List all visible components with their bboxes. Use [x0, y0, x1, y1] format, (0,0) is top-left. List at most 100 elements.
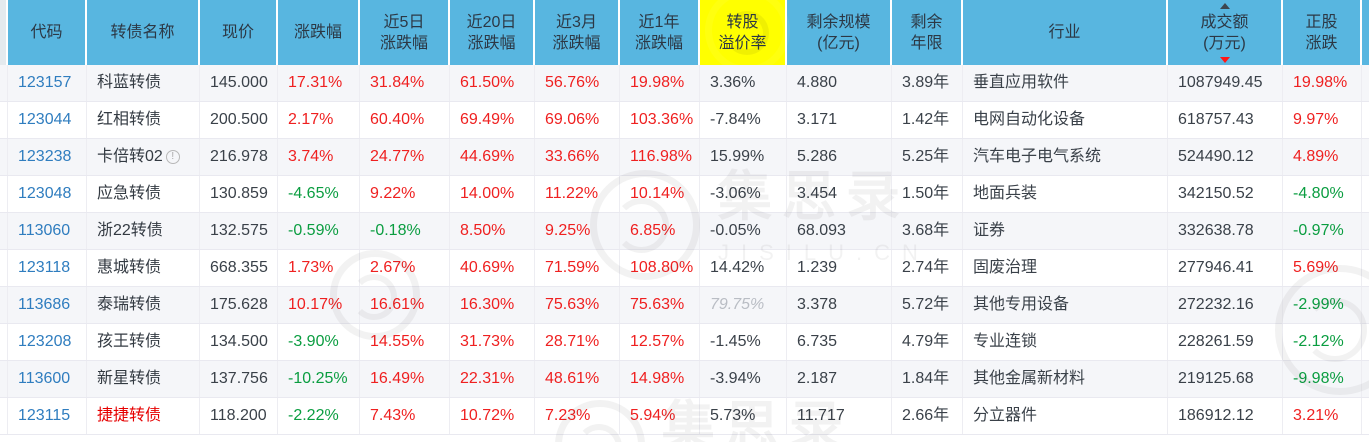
cell-turnover: 219125.68: [1168, 361, 1283, 397]
cell-premium: 15.99%: [700, 139, 787, 175]
cell-stockchg: -0.97%: [1283, 213, 1362, 249]
cell-chg1y: 116.98%: [620, 139, 700, 175]
info-icon[interactable]: !: [165, 150, 180, 164]
bond-code-link[interactable]: 123044: [18, 111, 72, 128]
col-header-turnover[interactable]: 成交额 (万元): [1168, 0, 1283, 65]
col-header-label: 代码: [30, 24, 63, 41]
col-header-label: (亿元): [817, 34, 860, 52]
bond-code-link[interactable]: 113686: [18, 296, 71, 313]
row-edge-sliver: [1362, 176, 1369, 212]
cell-industry: 分立器件: [963, 398, 1168, 434]
bond-name-link[interactable]: 惠城转债: [97, 259, 162, 276]
bond-code-link[interactable]: 123208: [18, 333, 72, 350]
cell-size: 3.454: [787, 176, 892, 212]
cell-name: 卡倍转02!: [87, 139, 200, 175]
col-header-chg20[interactable]: 近20日 涨跌幅: [450, 0, 535, 65]
cell-years: 3.68年: [892, 213, 963, 249]
cell-turnover: 524490.12: [1168, 139, 1283, 175]
cell-turnover: 332638.78: [1168, 213, 1283, 249]
col-header-label: 剩余: [910, 13, 943, 31]
cell-years: 1.42年: [892, 102, 963, 138]
col-header-chg5[interactable]: 近5日 涨跌幅: [360, 0, 450, 65]
cell-size: 1.239: [787, 250, 892, 286]
bond-row: 113686 泰瑞转债 175.628 10.17% 16.61% 16.30% 75.63…: [0, 287, 1369, 324]
cell-size: 3.378: [787, 287, 892, 323]
cell-stockchg: -2.99%: [1283, 287, 1362, 323]
cell-price: 137.756: [200, 361, 278, 397]
bond-code-link[interactable]: 123115: [18, 407, 71, 424]
bond-code-link[interactable]: 123048: [18, 185, 72, 202]
cell-chg5: 16.61%: [360, 287, 450, 323]
cell-chg: 10.17%: [278, 287, 360, 323]
bond-code-link[interactable]: 113600: [18, 370, 71, 387]
bond-name-link[interactable]: 捷捷转债: [97, 407, 162, 424]
cell-turnover: 1087949.45: [1168, 65, 1283, 101]
cell-premium: 79.75%: [700, 287, 787, 323]
cell-price: 134.500: [200, 324, 278, 360]
col-header-label: 近20日: [466, 13, 517, 31]
cell-premium: 5.73%: [700, 398, 787, 434]
bond-name-link[interactable]: 卡倍转02: [97, 148, 163, 165]
cell-years: 3.89年: [892, 65, 963, 101]
bond-code-link[interactable]: 113060: [18, 222, 71, 239]
cell-chg20: 16.30%: [450, 287, 535, 323]
row-edge-sliver: [1362, 102, 1369, 138]
cell-chg1y: 14.98%: [620, 361, 700, 397]
cell-years: 5.72年: [892, 287, 963, 323]
cell-name: 孩王转债: [87, 324, 200, 360]
cell-chg20: 14.00%: [450, 176, 535, 212]
bond-name-link[interactable]: 科蓝转债: [97, 74, 162, 91]
bond-row: 123044 红相转债 200.500 2.17% 60.40% 69.49% 69.06%…: [0, 102, 1369, 139]
cell-chg: -3.90%: [278, 324, 360, 360]
cell-code: 113060: [8, 213, 87, 249]
col-header-label: 溢价率: [718, 34, 767, 52]
col-header-label: 年限: [910, 34, 943, 52]
cell-chg20: 44.69%: [450, 139, 535, 175]
cell-code: 123115: [8, 398, 87, 434]
col-header-name[interactable]: 转债名称: [87, 0, 200, 65]
cell-industry: 汽车电子电气系统: [963, 139, 1168, 175]
col-header-chg3m[interactable]: 近3月 涨跌幅: [535, 0, 620, 65]
col-header-code[interactable]: 代码: [8, 0, 87, 65]
row-edge-sliver: [1362, 139, 1369, 175]
cell-code: 123157: [8, 65, 87, 101]
col-header-label: 近3月: [556, 13, 597, 31]
bond-code-link[interactable]: 123238: [18, 148, 72, 165]
col-header-stockchg[interactable]: 正股 涨跌: [1283, 0, 1362, 65]
cell-premium: -0.05%: [700, 213, 787, 249]
cell-size: 5.286: [787, 139, 892, 175]
bond-row: 123048 应急转债 130.859 -4.65% 9.22% 14.00% 11.22%…: [0, 176, 1369, 213]
cell-industry: 电网自动化设备: [963, 102, 1168, 138]
cell-turnover: 618757.43: [1168, 102, 1283, 138]
col-header-price[interactable]: 现价: [200, 0, 278, 65]
cell-chg3m: 33.66%: [535, 139, 620, 175]
cell-stockchg: 4.89%: [1283, 139, 1362, 175]
cell-chg5: 9.22%: [360, 176, 450, 212]
cell-code: 123238: [8, 139, 87, 175]
col-header-size[interactable]: 剩余规模 (亿元): [787, 0, 892, 65]
bond-name-link[interactable]: 新星转债: [97, 370, 162, 387]
bond-code-link[interactable]: 123157: [18, 74, 72, 91]
bond-name-link[interactable]: 浙22转债: [97, 222, 163, 239]
col-header-years[interactable]: 剩余 年限: [892, 0, 963, 65]
row-edge-sliver: [1362, 250, 1369, 286]
cell-name: 惠城转债: [87, 250, 200, 286]
col-header-chg1y[interactable]: 近1年 涨跌幅: [620, 0, 700, 65]
cell-chg5: 16.49%: [360, 361, 450, 397]
bond-name-link[interactable]: 泰瑞转债: [97, 296, 162, 313]
cell-industry: 固废治理: [963, 250, 1168, 286]
bond-code-link[interactable]: 123118: [18, 259, 71, 276]
cell-chg3m: 71.59%: [535, 250, 620, 286]
col-header-industry[interactable]: 行业: [963, 0, 1168, 65]
row-edge-sliver: [1362, 287, 1369, 323]
col-header-chg[interactable]: 涨跌幅: [278, 0, 360, 65]
col-header-premium[interactable]: 转股 溢价率: [700, 0, 787, 65]
bond-name-link[interactable]: 红相转债: [97, 111, 162, 128]
header-edge-sliver: [1362, 0, 1369, 65]
cell-code: 123118: [8, 250, 87, 286]
sort-desc-icon[interactable]: [1219, 56, 1230, 63]
cell-chg3m: 75.63%: [535, 287, 620, 323]
bond-name-link[interactable]: 孩王转债: [97, 333, 162, 350]
bond-name-link[interactable]: 应急转债: [97, 185, 162, 202]
sort-asc-icon[interactable]: [1219, 2, 1230, 9]
